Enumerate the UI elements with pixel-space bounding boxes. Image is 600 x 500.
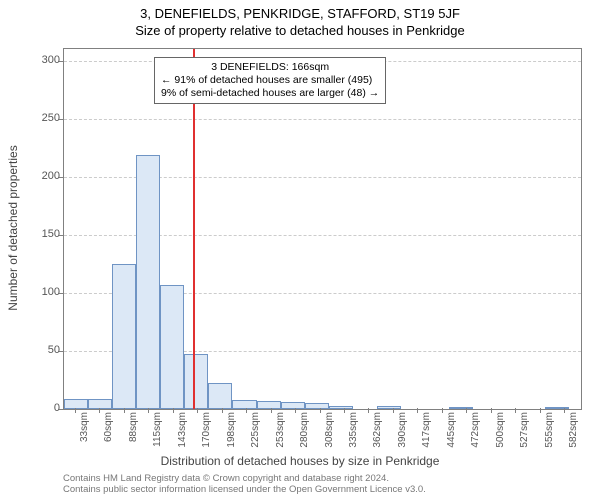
xtick-mark — [222, 408, 223, 413]
xtick-label: 362sqm — [372, 412, 383, 452]
xtick-label: 445sqm — [446, 412, 457, 452]
xtick-label: 33sqm — [79, 412, 90, 452]
footer-line-2: Contains public sector information licen… — [63, 485, 426, 496]
xtick-label: 198sqm — [226, 412, 237, 452]
xtick-mark — [540, 408, 541, 413]
ytick-label: 300 — [30, 54, 60, 66]
xtick-label: 555sqm — [544, 412, 555, 452]
histogram-bar — [88, 399, 112, 409]
xtick-mark — [564, 408, 565, 413]
plot-area: 3 DENEFIELDS: 166sqm ← 91% of detached h… — [63, 48, 582, 410]
histogram-bar — [377, 406, 401, 409]
info-line-2: ← 91% of detached houses are smaller (49… — [161, 74, 379, 87]
histogram-bar — [329, 406, 353, 409]
y-axis-label: Number of detached properties — [6, 63, 20, 228]
xtick-label: 390sqm — [397, 412, 408, 452]
xtick-mark — [246, 408, 247, 413]
histogram-bar — [208, 383, 232, 409]
chart-title-line2: Size of property relative to detached ho… — [0, 21, 600, 38]
xtick-mark — [442, 408, 443, 413]
histogram-bar — [281, 402, 305, 409]
xtick-label: 308sqm — [324, 412, 335, 452]
xtick-label: 115sqm — [152, 412, 163, 452]
xtick-mark — [466, 408, 467, 413]
xtick-mark — [393, 408, 394, 413]
xtick-mark — [99, 408, 100, 413]
histogram-bar — [305, 403, 329, 409]
ytick-label: 250 — [30, 112, 60, 124]
xtick-mark — [173, 408, 174, 413]
xtick-mark — [295, 408, 296, 413]
ytick-label: 100 — [30, 286, 60, 298]
xtick-label: 472sqm — [470, 412, 481, 452]
ytick-label: 200 — [30, 170, 60, 182]
histogram-bar — [545, 407, 569, 409]
histogram-bar — [112, 264, 136, 409]
histogram-bar — [64, 399, 88, 409]
xtick-mark — [515, 408, 516, 413]
info-line-1: 3 DENEFIELDS: 166sqm — [161, 61, 379, 74]
xtick-mark — [417, 408, 418, 413]
gridline-h — [64, 119, 581, 120]
ytick-label: 0 — [30, 402, 60, 414]
histogram-bar — [449, 407, 473, 409]
chart-title-line1: 3, DENEFIELDS, PENKRIDGE, STAFFORD, ST19… — [0, 0, 600, 21]
x-axis-label: Distribution of detached houses by size … — [0, 454, 600, 468]
xtick-mark — [368, 408, 369, 413]
xtick-mark — [491, 408, 492, 413]
xtick-label: 60sqm — [103, 412, 114, 452]
xtick-mark — [271, 408, 272, 413]
xtick-label: 280sqm — [299, 412, 310, 452]
info-box: 3 DENEFIELDS: 166sqm ← 91% of detached h… — [154, 57, 386, 104]
ytick-label: 50 — [30, 344, 60, 356]
xtick-label: 335sqm — [348, 412, 359, 452]
xtick-label: 143sqm — [177, 412, 188, 452]
histogram-bar — [184, 354, 208, 409]
histogram-bar — [232, 400, 256, 409]
footer-attribution: Contains HM Land Registry data © Crown c… — [63, 474, 426, 496]
xtick-label: 527sqm — [519, 412, 530, 452]
histogram-bar — [160, 285, 184, 409]
xtick-mark — [197, 408, 198, 413]
xtick-label: 500sqm — [495, 412, 506, 452]
xtick-mark — [124, 408, 125, 413]
xtick-label: 170sqm — [201, 412, 212, 452]
xtick-label: 582sqm — [568, 412, 579, 452]
xtick-mark — [320, 408, 321, 413]
xtick-mark — [75, 408, 76, 413]
histogram-bar — [257, 401, 281, 409]
xtick-mark — [344, 408, 345, 413]
histogram-bar — [136, 155, 160, 409]
xtick-label: 88sqm — [128, 412, 139, 452]
xtick-label: 225sqm — [250, 412, 261, 452]
ytick-label: 150 — [30, 228, 60, 240]
info-line-3: 9% of semi-detached houses are larger (4… — [161, 87, 379, 100]
chart-container: 3, DENEFIELDS, PENKRIDGE, STAFFORD, ST19… — [0, 0, 600, 500]
xtick-mark — [148, 408, 149, 413]
xtick-label: 253sqm — [275, 412, 286, 452]
xtick-label: 417sqm — [421, 412, 432, 452]
